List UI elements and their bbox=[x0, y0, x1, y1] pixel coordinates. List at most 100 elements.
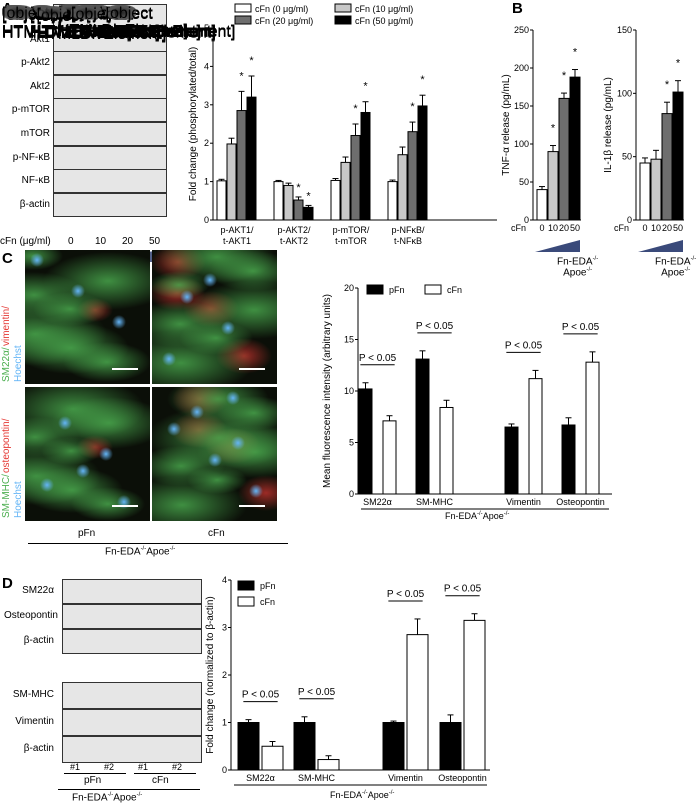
y-tick-label: 100 bbox=[617, 88, 632, 98]
legend-label: cFn (50 μg/ml) bbox=[355, 16, 413, 26]
legend-label: cFn bbox=[447, 285, 462, 295]
blot-band: [object HTMLDivElement] bbox=[71, 6, 201, 41]
y-tick-label: 0 bbox=[349, 489, 354, 499]
bar bbox=[246, 96, 257, 221]
column-label: cFn bbox=[208, 528, 225, 539]
bar bbox=[226, 143, 237, 221]
blot-row-label: p-Akt2 bbox=[21, 57, 50, 69]
p-value-label: P < 0.05 bbox=[242, 690, 280, 701]
stain-label: SM-MHC/ bbox=[1, 474, 12, 518]
y-tick-label: 200 bbox=[514, 63, 529, 73]
legend-swatch bbox=[334, 3, 352, 13]
y-tick-label: 2 bbox=[204, 138, 209, 148]
bar bbox=[639, 162, 651, 221]
bar bbox=[382, 722, 405, 771]
category-label: t-AKT2 bbox=[280, 236, 308, 246]
blot-row-4 bbox=[53, 98, 167, 123]
y-tick-label: 150 bbox=[514, 101, 529, 111]
y-tick-label: 0 bbox=[204, 215, 209, 225]
legend-label: cFn bbox=[260, 597, 275, 607]
significance-star: * bbox=[353, 103, 358, 115]
dose-tick-label: 20 bbox=[662, 223, 672, 233]
legend-label: pFn bbox=[260, 581, 276, 591]
dose-gradient-icon bbox=[535, 240, 580, 252]
genotype-label: Fn-EDA-/-Apoe-/- bbox=[330, 790, 395, 800]
y-tick-label: 1 bbox=[204, 177, 209, 187]
blot-row-3 bbox=[53, 74, 167, 99]
group-line bbox=[134, 773, 196, 774]
y-tick-label: 250 bbox=[514, 25, 529, 35]
category-label: SM22α bbox=[363, 497, 392, 507]
significance-star: * bbox=[296, 182, 301, 194]
bar bbox=[261, 745, 284, 771]
category-label: p-AKT1/ bbox=[220, 225, 254, 235]
blot-row-label: p-mTOR bbox=[11, 104, 50, 116]
bar bbox=[350, 135, 361, 221]
bar bbox=[672, 91, 684, 221]
bar bbox=[317, 759, 340, 771]
bar bbox=[417, 105, 428, 221]
panel-label-b: B bbox=[512, 0, 523, 17]
y-axis-label: Fold change (normalized to β-actin) bbox=[205, 596, 216, 754]
panel-label-d: D bbox=[2, 575, 13, 592]
sample-label: #1 bbox=[138, 762, 149, 772]
blot-row-label: SM-MHC bbox=[12, 689, 54, 700]
blot-row-label: p-NF-κB bbox=[12, 151, 50, 163]
blot-row-label: β-actin bbox=[23, 635, 54, 646]
dose-tick-label: 20 bbox=[559, 223, 569, 233]
bar bbox=[382, 420, 397, 495]
category-label: t-NFκB bbox=[394, 236, 422, 246]
blot-row bbox=[62, 682, 202, 709]
bar bbox=[406, 634, 429, 771]
stain-label: SM22α/ bbox=[1, 347, 12, 382]
blot-row-2 bbox=[53, 51, 167, 76]
genotype-label: Fn-EDA-/-Apoe-/- bbox=[72, 792, 143, 804]
y-tick-label: 150 bbox=[617, 25, 632, 35]
bar bbox=[237, 722, 260, 771]
y-axis-label: IL-1β release (pg/mL) bbox=[603, 77, 614, 173]
bar bbox=[547, 151, 559, 221]
legend-swatch bbox=[334, 15, 352, 25]
bar bbox=[387, 181, 398, 221]
significance-star: * bbox=[306, 190, 311, 202]
blot-row-8 bbox=[53, 192, 167, 217]
micrograph bbox=[152, 387, 277, 521]
stain-label: Hoechst bbox=[13, 345, 24, 382]
group-line bbox=[64, 773, 126, 774]
genotype-label: Fn-EDA-/-Apoe-/- bbox=[105, 546, 176, 558]
blot-row bbox=[62, 736, 202, 763]
legend-swatch bbox=[366, 284, 384, 295]
dose-value: 50 bbox=[149, 236, 161, 247]
blot-row bbox=[62, 709, 202, 736]
blot-band: [object HTMLDivElement] bbox=[105, 5, 236, 41]
y-tick-label: 3 bbox=[222, 623, 227, 633]
y-tick-label: 100 bbox=[514, 139, 529, 149]
category-label: p-NFκB/ bbox=[391, 225, 425, 235]
significance-star: * bbox=[676, 58, 681, 70]
significance-star: * bbox=[239, 70, 244, 82]
category-label: Vimentin bbox=[388, 773, 423, 783]
group-label: pFn bbox=[84, 775, 102, 786]
legend-swatch bbox=[237, 580, 255, 591]
legend-label: pFn bbox=[389, 285, 405, 295]
bar bbox=[661, 113, 673, 221]
blot-row bbox=[62, 629, 202, 654]
category-label: p-mTOR/ bbox=[333, 225, 370, 235]
legend-label: cFn (0 μg/ml) bbox=[255, 4, 308, 14]
significance-star: * bbox=[363, 81, 368, 93]
category-label: SM-MHC bbox=[298, 773, 335, 783]
p-value-label: P < 0.05 bbox=[444, 584, 482, 595]
column-label: pFn bbox=[78, 528, 96, 539]
p-value-label: P < 0.05 bbox=[505, 340, 543, 351]
blot-row-label: β-actin bbox=[23, 743, 54, 754]
y-tick-label: 0 bbox=[627, 215, 632, 225]
blot-band: [object HTMLDivElement] bbox=[2, 5, 132, 40]
dose-tick-label: 50 bbox=[673, 223, 683, 233]
bar bbox=[360, 111, 371, 221]
bar bbox=[439, 406, 454, 495]
dose-tick-label: 50 bbox=[570, 223, 580, 233]
bar bbox=[585, 361, 600, 495]
x-axis-label: cFn bbox=[614, 223, 629, 233]
